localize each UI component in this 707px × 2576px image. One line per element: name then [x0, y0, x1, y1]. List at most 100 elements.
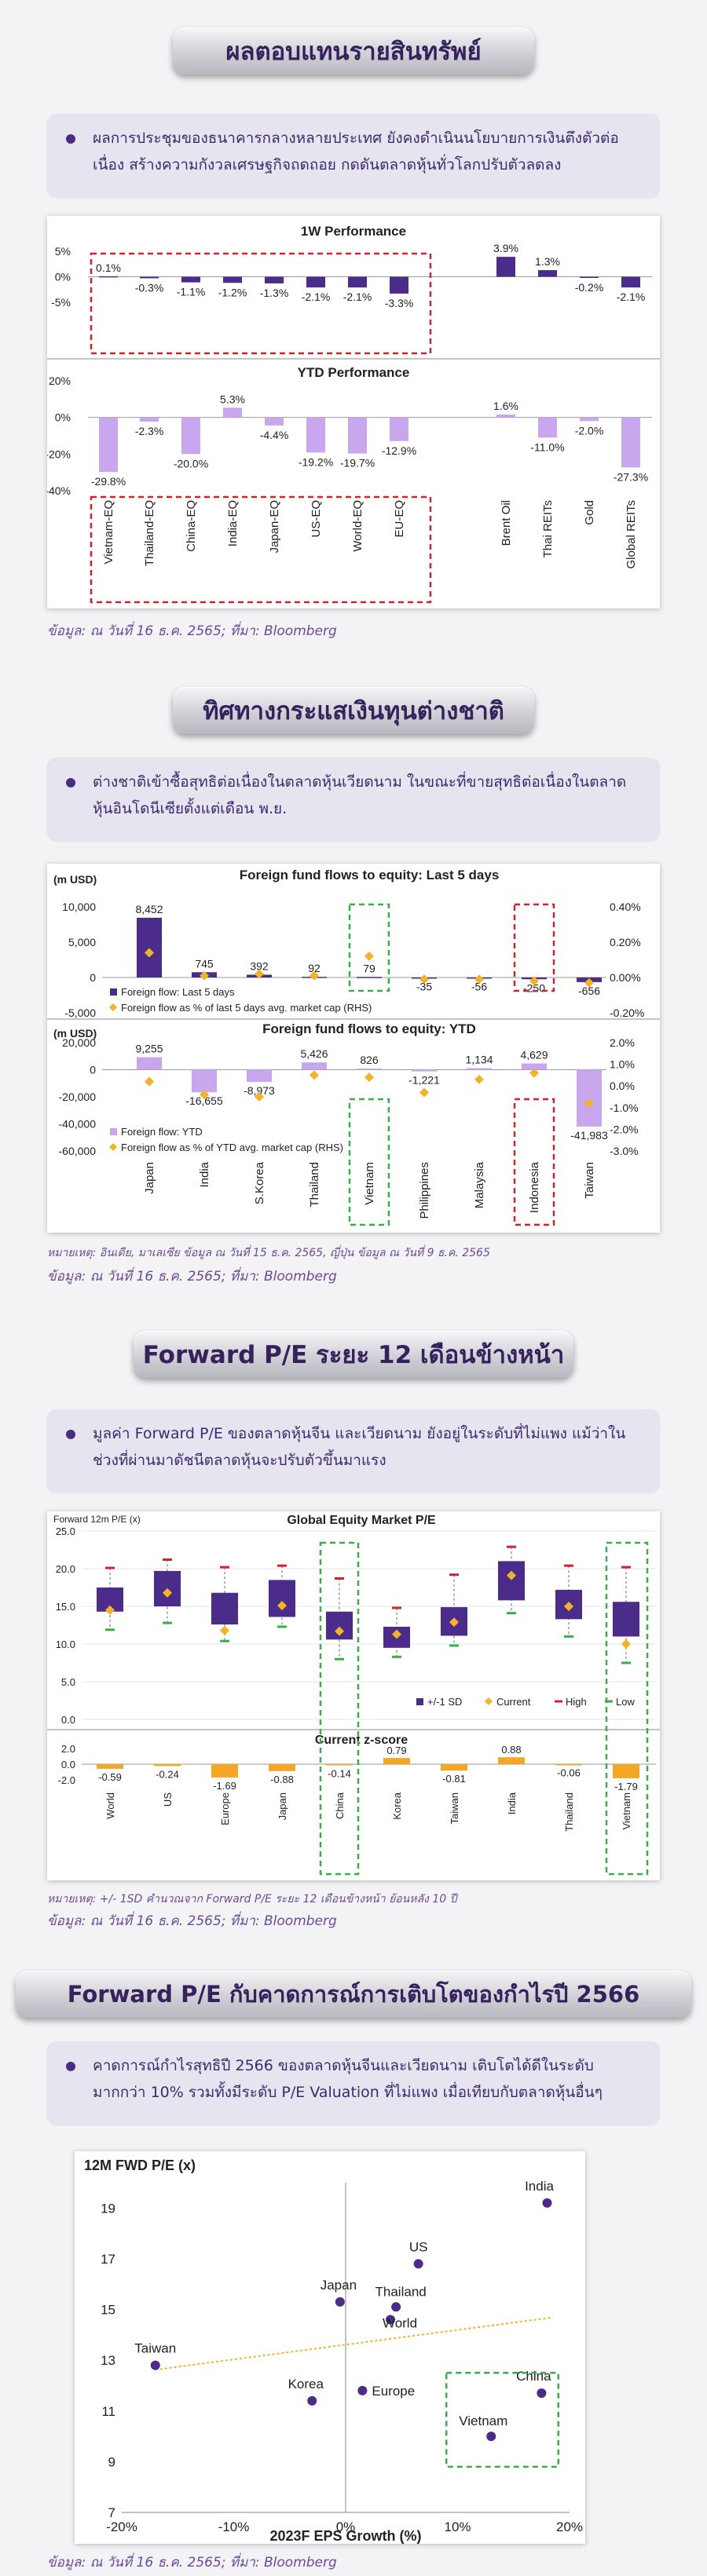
category-label: World-EQ — [351, 500, 364, 552]
category-label: Gold — [583, 500, 596, 525]
scatter-point — [150, 2360, 160, 2370]
current-marker — [449, 1617, 459, 1628]
bar — [154, 1764, 181, 1767]
category-label: Thailand — [563, 1792, 575, 1832]
scatter-point — [413, 2259, 423, 2269]
data-label: 92 — [308, 962, 321, 974]
bar — [269, 1764, 295, 1771]
bar — [580, 417, 599, 422]
data-label: 1.3% — [535, 255, 560, 268]
bar — [181, 276, 200, 283]
marker — [364, 952, 374, 961]
bar — [181, 417, 200, 455]
legend-swatch — [109, 1003, 117, 1011]
footnote: หมายเหตุ: อินเดีย, มาเลเซีย ข้อมูล ณ วัน… — [47, 1247, 490, 1259]
y-tick-label: 0% — [55, 271, 71, 283]
y2-tick-label: 2.0% — [610, 1036, 635, 1049]
bar — [348, 276, 367, 288]
point-label: World — [383, 2315, 417, 2330]
y-tick-label: 20.0 — [56, 1563, 75, 1575]
data-label: 392 — [250, 959, 269, 972]
y-tick-label: 15 — [101, 2303, 115, 2318]
data-label: -4.4% — [260, 429, 289, 441]
category-label: US — [162, 1792, 174, 1807]
data-label: -0.14 — [328, 1767, 351, 1779]
data-label: 3.9% — [493, 242, 518, 254]
category-label: Brent Oil — [500, 500, 513, 546]
marker — [419, 1087, 429, 1098]
unit-label: (m USD) — [53, 1027, 97, 1040]
category-label: Indonesia — [528, 1161, 541, 1213]
data-label: 5,426 — [300, 1047, 328, 1060]
category-label: Japan — [143, 1162, 156, 1194]
scatter-point — [335, 2296, 345, 2307]
current-marker — [621, 1639, 631, 1649]
marker — [200, 970, 209, 981]
bar — [383, 1758, 410, 1764]
bar — [137, 917, 162, 977]
data-label: 5.3% — [220, 393, 245, 405]
category-label: Korea — [391, 1792, 403, 1819]
y-tick-label: -2.0 — [58, 1774, 75, 1786]
point-label: Korea — [288, 2377, 324, 2391]
data-label: -1.3% — [260, 287, 289, 299]
data-label: -2.3% — [135, 425, 164, 437]
y-tick-label: -40,000 — [59, 1118, 97, 1131]
chart-title: 1W Performance — [301, 224, 406, 239]
source-note: ข้อมูล: ณ วันที่ 16 ธ.ค. 2565; ที่มา: Bl… — [47, 1269, 337, 1284]
data-label: 8,452 — [135, 903, 163, 915]
chart-title: Global Equity Market P/E — [287, 1514, 436, 1527]
data-label: -41,983 — [570, 1129, 608, 1142]
bar — [99, 417, 118, 473]
legend-label: +/-1 SD — [427, 1696, 462, 1708]
category-label: Vietnam — [363, 1162, 376, 1205]
data-label: -8,973 — [244, 1084, 275, 1097]
x-tick-label: -20% — [106, 2519, 137, 2534]
legend-swatch — [109, 1143, 117, 1151]
bullet-dot — [66, 1430, 75, 1439]
sd-box — [613, 1602, 639, 1637]
bar — [577, 1069, 602, 1127]
y-tick-label: 11 — [101, 2404, 115, 2419]
data-label: -16,655 — [185, 1094, 223, 1107]
category-label: Taiwan — [583, 1162, 596, 1199]
data-label: -19.7% — [340, 457, 375, 470]
data-label: -19.2% — [299, 455, 333, 468]
bar — [140, 417, 159, 422]
bar — [348, 417, 367, 454]
scatter-point — [386, 2315, 395, 2325]
bar — [265, 417, 284, 426]
point-label: India — [525, 2179, 554, 2194]
point-label: Japan — [321, 2278, 357, 2293]
bar — [613, 1764, 639, 1778]
category-label: India — [506, 1792, 518, 1814]
data-label: -0.2% — [575, 281, 604, 294]
category-label: World — [104, 1792, 116, 1819]
data-label: -0.88 — [270, 1774, 294, 1785]
marker — [145, 1076, 154, 1087]
marker — [474, 974, 484, 985]
data-label: -56 — [471, 981, 487, 993]
data-label: -20.0% — [174, 457, 208, 470]
sd-box — [269, 1580, 295, 1617]
legend-label: Low — [616, 1696, 635, 1708]
y2-tick-label: -0.20% — [610, 1007, 644, 1019]
y-tick-label: 5,000 — [68, 936, 96, 948]
bar — [137, 1057, 162, 1070]
marker — [255, 969, 264, 979]
highlight-box — [90, 495, 432, 604]
marker — [529, 1068, 539, 1078]
x-tick-label: 0% — [336, 2519, 356, 2534]
data-label: 826 — [360, 1054, 379, 1066]
chart-title: Current z-score — [315, 1734, 408, 1747]
marker — [310, 970, 319, 981]
bar — [522, 1063, 547, 1070]
category-label: Global REITs — [625, 500, 638, 569]
data-label: -2.1% — [343, 290, 372, 303]
data-label: -12.9% — [382, 444, 416, 457]
data-label: -0.3% — [135, 281, 164, 294]
category-label: US-EQ — [310, 500, 323, 538]
data-label: 4,629 — [520, 1049, 548, 1061]
data-label: -1.69 — [213, 1780, 236, 1792]
category-label: Europe — [219, 1792, 231, 1825]
